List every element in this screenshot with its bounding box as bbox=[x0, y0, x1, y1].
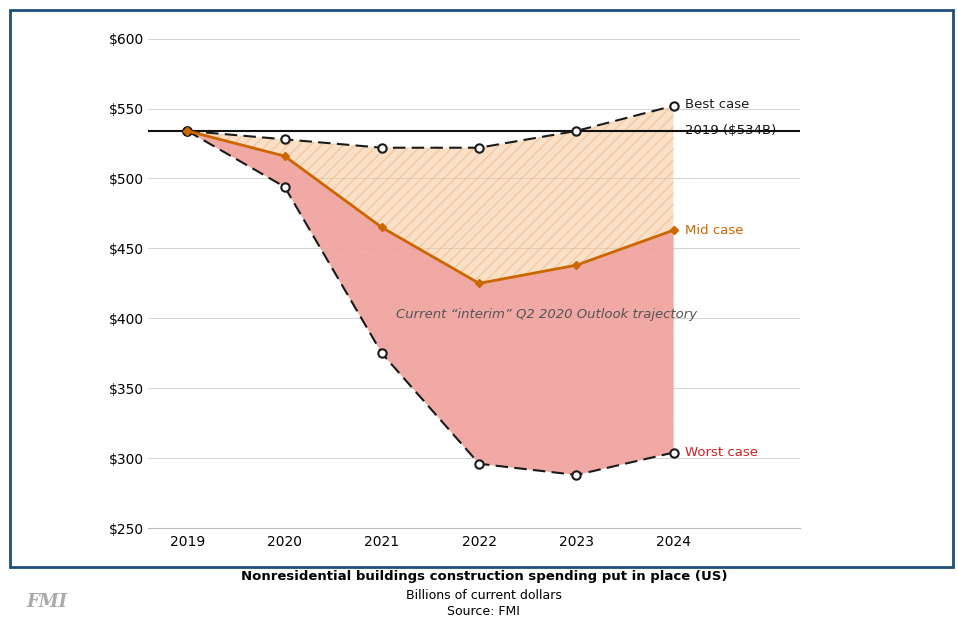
Text: Mid case: Mid case bbox=[685, 223, 743, 237]
Text: Billions of current dollars: Billions of current dollars bbox=[406, 589, 561, 601]
Text: Best case: Best case bbox=[685, 98, 749, 111]
Text: Worst case: Worst case bbox=[685, 446, 758, 459]
Text: FMI: FMI bbox=[27, 593, 68, 611]
Text: 2019 ($534B): 2019 ($534B) bbox=[685, 124, 776, 137]
Text: Nonresidential buildings construction spending put in place (US): Nonresidential buildings construction sp… bbox=[240, 570, 727, 583]
Text: Source: FMI: Source: FMI bbox=[447, 605, 520, 618]
Text: Current “interim” Q2 2020 Outlook trajectory: Current “interim” Q2 2020 Outlook trajec… bbox=[397, 308, 697, 321]
